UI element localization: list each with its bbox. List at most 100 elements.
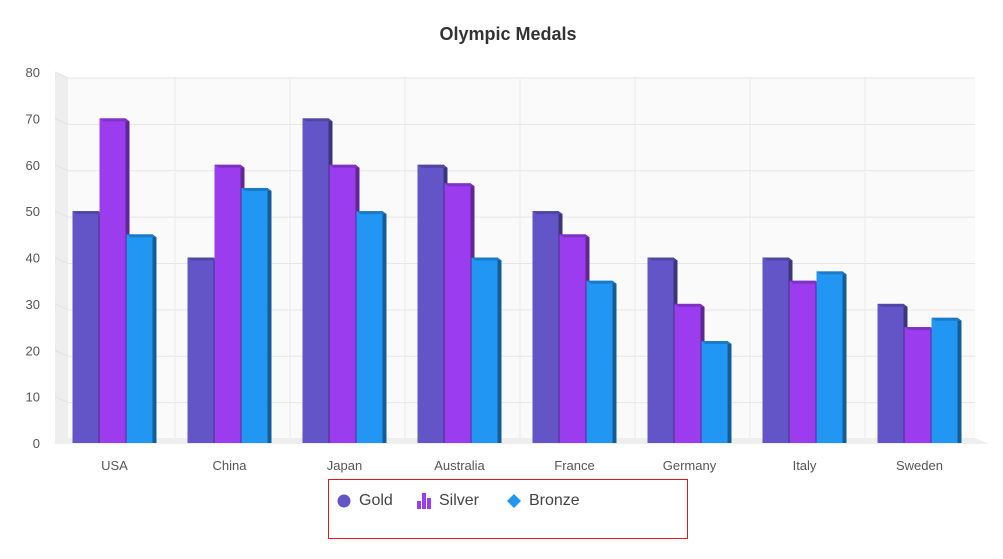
bar-gold-germany[interactable] <box>647 257 678 444</box>
gridline-side <box>54 303 69 311</box>
bar-gold-australia[interactable] <box>417 164 448 443</box>
bar-silver-germany[interactable] <box>674 303 705 443</box>
bar-top <box>877 303 908 307</box>
y-tick-label: 40 <box>26 251 40 266</box>
y-tick-label: 50 <box>26 204 40 219</box>
bar-front <box>302 118 329 443</box>
bar-side <box>612 280 617 443</box>
x-tick-label: China <box>213 458 248 473</box>
bar-silver-china[interactable] <box>214 164 245 443</box>
bar-top <box>762 257 793 261</box>
bar-top <box>816 271 847 275</box>
x-tick-label: Italy <box>793 458 817 473</box>
legend-item-gold[interactable]: Gold <box>337 490 393 512</box>
bar-front <box>417 164 444 443</box>
bar-gold-usa[interactable] <box>72 211 103 443</box>
bar-front <box>674 303 701 443</box>
gridline-side <box>54 257 69 264</box>
chart-title: Olympic Medals <box>439 24 577 44</box>
y-tick-label: 30 <box>26 297 40 312</box>
legend-item-silver[interactable]: Silver <box>417 490 479 512</box>
bar-front <box>72 211 99 443</box>
bar-front <box>647 257 674 443</box>
bar-top <box>674 303 705 307</box>
bar-silver-sweden[interactable] <box>904 327 935 443</box>
bar-gold-sweden[interactable] <box>877 303 908 443</box>
bar-top <box>329 164 360 168</box>
bar-bronze-japan[interactable] <box>356 211 387 443</box>
bar-silver-france[interactable] <box>559 234 590 443</box>
bar-top <box>214 164 245 168</box>
x-tick-label: USA <box>101 458 128 473</box>
bar-side <box>727 340 732 443</box>
bar-front <box>444 183 471 444</box>
circle-icon <box>337 494 351 508</box>
y-tick-label: 80 <box>26 65 40 80</box>
bar-bronze-australia[interactable] <box>471 257 502 444</box>
bar-silver-japan[interactable] <box>329 164 360 443</box>
bar-front <box>532 211 559 443</box>
bar-gold-france[interactable] <box>532 211 563 443</box>
bar-top <box>701 340 732 344</box>
bar-top <box>931 317 962 321</box>
bar-top <box>241 187 272 191</box>
chart-plot: 0 10 20 30 40 50 60 70 80 USA China Japan Australia… <box>26 65 989 473</box>
bar-front <box>559 234 586 443</box>
bar-top <box>647 257 678 261</box>
bar-gold-italy[interactable] <box>762 257 793 444</box>
bar-silver-italy[interactable] <box>789 280 820 443</box>
bar-side <box>497 257 502 443</box>
bar-bronze-sweden[interactable] <box>931 317 962 443</box>
bar-bronze-usa[interactable] <box>126 234 157 443</box>
gridline-side <box>54 71 69 79</box>
bar-front <box>877 303 904 443</box>
legend-item-bronze[interactable]: Bronze <box>507 490 580 512</box>
gridline-side <box>54 164 69 172</box>
legend-label-gold: Gold <box>359 492 393 509</box>
plot-floor <box>55 438 989 444</box>
bar-silver-usa[interactable] <box>99 118 130 443</box>
bar-bronze-italy[interactable] <box>816 271 847 443</box>
bar-front <box>187 257 214 443</box>
bar-front <box>701 340 728 443</box>
bar-bronze-germany[interactable] <box>701 340 732 443</box>
bar-front <box>356 211 383 443</box>
bar-front <box>99 118 126 443</box>
bar-top <box>444 183 475 187</box>
bar-front <box>789 280 816 443</box>
legend-label-bronze: Bronze <box>529 492 580 509</box>
bar-front <box>126 234 153 443</box>
bar-top <box>586 280 617 284</box>
bar-bronze-china[interactable] <box>241 187 272 443</box>
bar-front <box>762 257 789 443</box>
bar-front <box>214 164 241 443</box>
bar-top <box>904 327 935 331</box>
bar-side <box>842 271 847 443</box>
gridline-side <box>54 349 69 357</box>
bar-silver-australia[interactable] <box>444 183 475 444</box>
gridline-side <box>54 396 69 404</box>
bar-front <box>904 327 931 443</box>
bar-bronze-france[interactable] <box>586 280 617 443</box>
bar-top <box>356 211 387 215</box>
bar-side <box>267 187 272 443</box>
bar-top <box>99 118 130 122</box>
y-tick-label: 10 <box>26 390 40 405</box>
bar-gold-japan[interactable] <box>302 118 333 443</box>
y-tick-label: 20 <box>26 343 40 358</box>
bar-front <box>241 187 268 443</box>
bar-top <box>532 211 563 215</box>
bar-top <box>72 211 103 215</box>
y-tick-label: 70 <box>26 111 40 126</box>
bar-front <box>816 271 843 443</box>
bar-top <box>559 234 590 238</box>
x-tick-label: France <box>554 458 594 473</box>
bar-front <box>586 280 613 443</box>
bar-top <box>417 164 448 168</box>
bar-front <box>329 164 356 443</box>
bar-gold-china[interactable] <box>187 257 218 444</box>
legend: Gold Silver Bronze <box>328 479 688 539</box>
y-tick-label: 60 <box>26 158 40 173</box>
diamond-icon <box>507 494 521 508</box>
bar-top <box>187 257 218 261</box>
